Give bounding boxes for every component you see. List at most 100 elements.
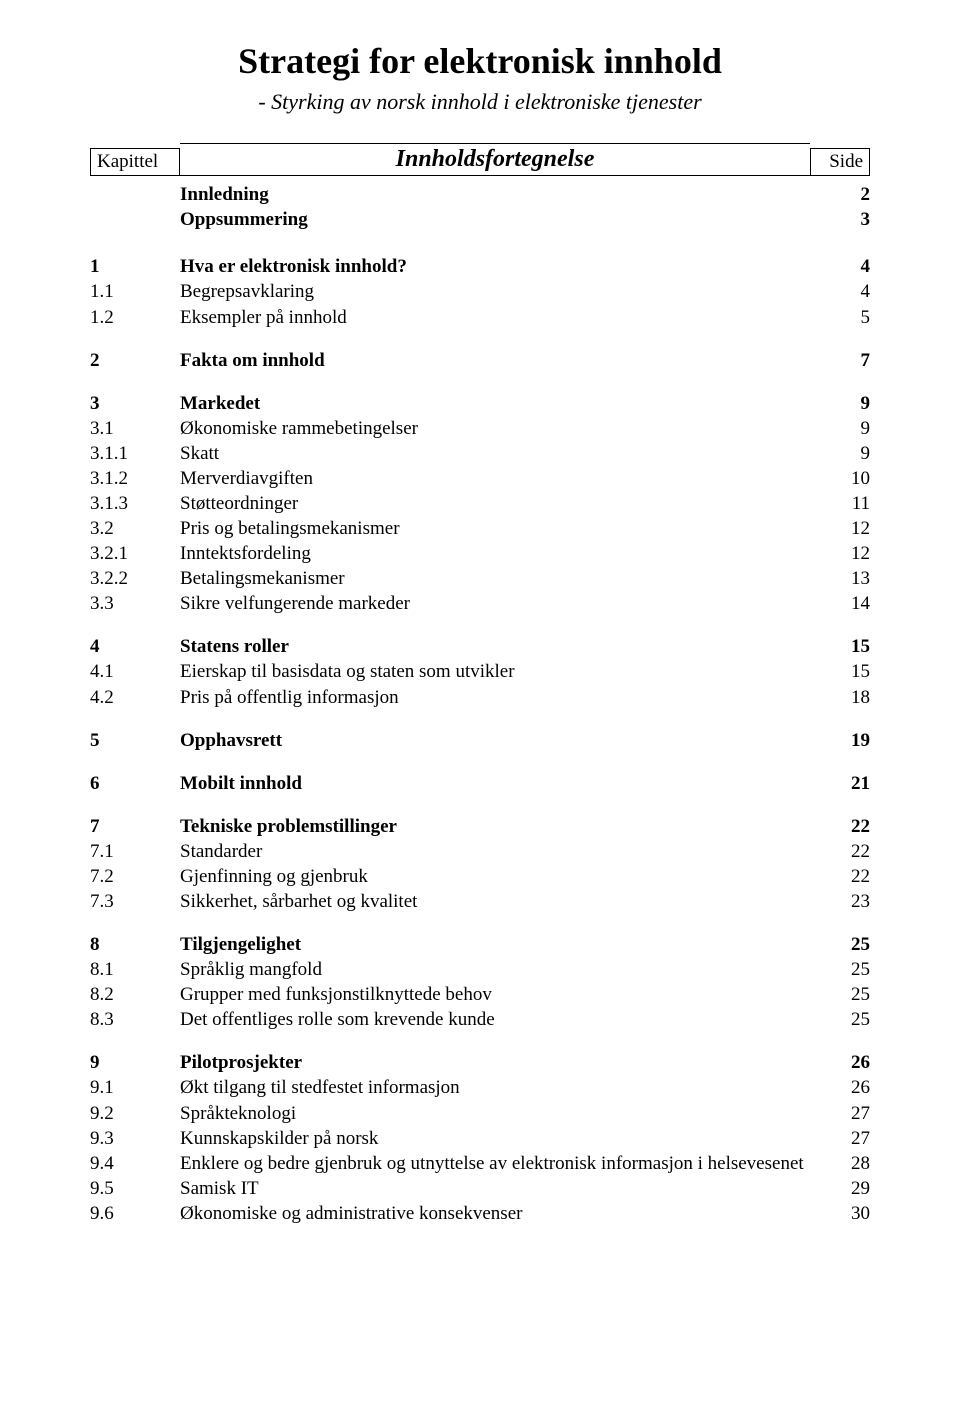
group-gap: [90, 1032, 870, 1050]
toc-num: 4.2: [90, 685, 180, 710]
toc-row: 8.3Det offentliges rolle som krevende ku…: [90, 1007, 870, 1032]
toc-page: 27: [810, 1126, 870, 1151]
toc-label: Enklere og bedre gjenbruk og utnyttelse …: [180, 1151, 810, 1176]
toc-page: 4: [810, 254, 870, 279]
toc-num: 1: [90, 254, 180, 279]
toc-page: 3: [810, 207, 870, 232]
toc-label: Mobilt innhold: [180, 771, 810, 796]
toc-num: 3.2: [90, 516, 180, 541]
toc-label: Pris og betalingsmekanismer: [180, 516, 810, 541]
toc-row: 9.4Enklere og bedre gjenbruk og utnyttel…: [90, 1151, 870, 1176]
toc-label: Markedet: [180, 391, 810, 416]
toc-row: 3.2Pris og betalingsmekanismer12: [90, 516, 870, 541]
toc-label: Begrepsavklaring: [180, 279, 810, 304]
toc-num: 7.2: [90, 864, 180, 889]
toc-page: 10: [810, 466, 870, 491]
toc-page: 30: [810, 1201, 870, 1226]
toc-row: 3.2.2Betalingsmekanismer13: [90, 566, 870, 591]
toc-page: 2: [810, 182, 870, 207]
toc-page: 9: [810, 391, 870, 416]
header-kapittel: Kapittel: [90, 148, 180, 176]
group-gap: [90, 373, 870, 391]
toc-num: 8.1: [90, 957, 180, 982]
toc-row: 1.2Eksempler på innhold5: [90, 305, 870, 330]
toc-page: 29: [810, 1176, 870, 1201]
header-side: Side: [810, 148, 870, 176]
toc-num: 8.3: [90, 1007, 180, 1032]
toc-label: Hva er elektronisk innhold?: [180, 254, 810, 279]
toc-label: Standarder: [180, 839, 810, 864]
toc-label: Pris på offentlig informasjon: [180, 685, 810, 710]
toc-row: 7.2Gjenfinning og gjenbruk22: [90, 864, 870, 889]
toc-row: 4.1Eierskap til basisdata og staten som …: [90, 659, 870, 684]
toc-label: Sikre velfungerende markeder: [180, 591, 810, 616]
toc-label: Språkteknologi: [180, 1101, 810, 1126]
group-gap: [90, 236, 870, 254]
toc-page: 4: [810, 279, 870, 304]
toc-label: Grupper med funksjonstilknyttede behov: [180, 982, 810, 1007]
toc-row: 4.2Pris på offentlig informasjon18: [90, 685, 870, 710]
toc-page: 26: [810, 1050, 870, 1075]
toc: Innledning2Oppsummering3 1Hva er elektro…: [90, 182, 870, 1226]
toc-num: 6: [90, 771, 180, 796]
toc-row: 9.6Økonomiske og administrative konsekve…: [90, 1201, 870, 1226]
toc-row: 7.1Standarder22: [90, 839, 870, 864]
group-gap: [90, 616, 870, 634]
toc-num: 9.2: [90, 1101, 180, 1126]
toc-num: 9.3: [90, 1126, 180, 1151]
toc-page: 15: [810, 634, 870, 659]
toc-num: 3.2.1: [90, 541, 180, 566]
toc-label: Støtteordninger: [180, 491, 810, 516]
toc-num: 1.1: [90, 279, 180, 304]
toc-label: Inntektsfordeling: [180, 541, 810, 566]
toc-label: Økonomiske rammebetingelser: [180, 416, 810, 441]
toc-num: 9: [90, 1050, 180, 1075]
toc-label: Tekniske problemstillinger: [180, 814, 810, 839]
toc-label: Betalingsmekanismer: [180, 566, 810, 591]
toc-num: 9.5: [90, 1176, 180, 1201]
toc-page: 5: [810, 305, 870, 330]
toc-num: 9.1: [90, 1075, 180, 1100]
toc-label: Kunnskapskilder på norsk: [180, 1126, 810, 1151]
toc-page: 22: [810, 839, 870, 864]
toc-page: 25: [810, 957, 870, 982]
toc-page: 22: [810, 864, 870, 889]
toc-page: 25: [810, 982, 870, 1007]
toc-page: 15: [810, 659, 870, 684]
toc-row: 6Mobilt innhold21: [90, 771, 870, 796]
toc-page: 7: [810, 348, 870, 373]
group-gap: [90, 914, 870, 932]
toc-label: Statens roller: [180, 634, 810, 659]
toc-num: 2: [90, 348, 180, 373]
toc-label: Oppsummering: [180, 207, 810, 232]
toc-label: Samisk IT: [180, 1176, 810, 1201]
toc-num: 9.6: [90, 1201, 180, 1226]
toc-row: 3.2.1Inntektsfordeling12: [90, 541, 870, 566]
toc-row: 3.1Økonomiske rammebetingelser9: [90, 416, 870, 441]
toc-num: 7.3: [90, 889, 180, 914]
toc-num: 7.1: [90, 839, 180, 864]
toc-page: 11: [810, 491, 870, 516]
toc-row: 3Markedet9: [90, 391, 870, 416]
toc-header-row: Kapittel Innholdsfortegnelse Side: [90, 143, 870, 176]
toc-page: 12: [810, 541, 870, 566]
toc-num: 8: [90, 932, 180, 957]
toc-num: 3: [90, 391, 180, 416]
toc-label: Gjenfinning og gjenbruk: [180, 864, 810, 889]
subtitle: - Styrking av norsk innhold i elektronis…: [90, 89, 870, 115]
toc-row: 1.1Begrepsavklaring4: [90, 279, 870, 304]
toc-row: 9Pilotprosjekter26: [90, 1050, 870, 1075]
toc-label: Innledning: [180, 182, 810, 207]
toc-page: 12: [810, 516, 870, 541]
toc-row: 8.1Språklig mangfold25: [90, 957, 870, 982]
toc-page: 9: [810, 441, 870, 466]
toc-num: 4.1: [90, 659, 180, 684]
toc-row: 3.1.2Merverdiavgiften10: [90, 466, 870, 491]
toc-label: Tilgjengelighet: [180, 932, 810, 957]
toc-row: 8.2Grupper med funksjonstilknyttede beho…: [90, 982, 870, 1007]
toc-page: 23: [810, 889, 870, 914]
main-title: Strategi for elektronisk innhold: [90, 40, 870, 83]
toc-row: 3.1.3Støtteordninger11: [90, 491, 870, 516]
toc-row: 9.3Kunnskapskilder på norsk27: [90, 1126, 870, 1151]
toc-num: 3.1.3: [90, 491, 180, 516]
